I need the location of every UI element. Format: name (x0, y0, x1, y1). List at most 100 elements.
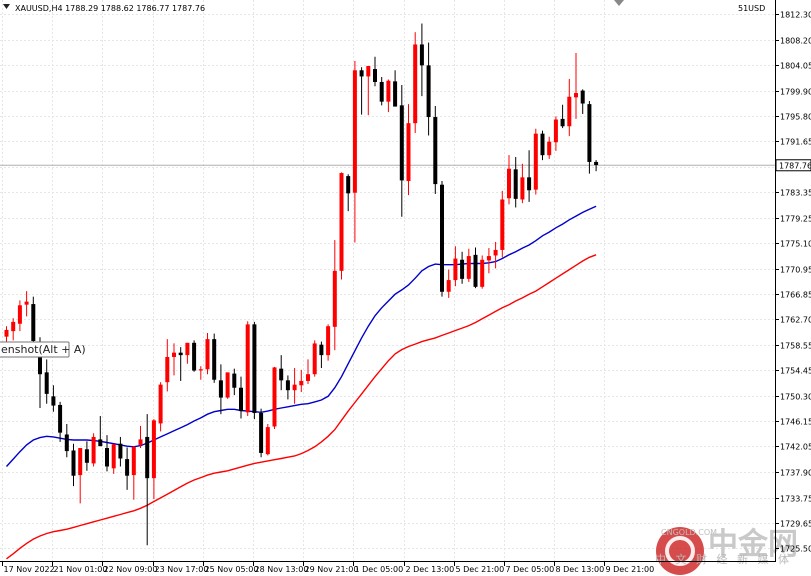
candle (399, 85, 404, 217)
candle (373, 56, 377, 87)
candle-body (71, 450, 76, 476)
candle-body (332, 270, 337, 327)
price-tick-label: 1799.90 (780, 88, 811, 97)
candle (145, 414, 150, 546)
candle-body (91, 436, 96, 464)
price-tick-label: 1779.25 (780, 215, 811, 224)
candle (105, 435, 109, 472)
ma-slow-line (6, 254, 597, 560)
candle (580, 89, 585, 114)
candle-body (145, 436, 150, 479)
candle (466, 248, 471, 282)
candle-body (306, 374, 310, 381)
candle-body (212, 339, 217, 380)
candle-body (399, 105, 404, 181)
candle-body (413, 44, 418, 124)
candle-body (386, 80, 391, 102)
candle (58, 401, 63, 442)
candle-body (520, 177, 525, 200)
candle-body (4, 329, 9, 337)
price-tick-label: 1758.55 (780, 342, 811, 351)
candle-body (111, 444, 116, 469)
candle (326, 324, 331, 361)
candle (440, 181, 444, 297)
candle-body (366, 65, 371, 77)
candle (312, 340, 317, 377)
screenshot-tooltip: enshot(Alt + A) (0, 341, 86, 358)
candle (346, 174, 351, 212)
time-tick-label: 21 Nov 01:00 (54, 565, 108, 574)
candle-body (540, 133, 545, 156)
candle (78, 448, 83, 504)
candle (252, 321, 257, 420)
candle-body (151, 420, 156, 479)
candle-body (299, 380, 304, 386)
candle-body (118, 443, 123, 459)
candle-body (131, 446, 136, 476)
price-tick-label: 1808.20 (780, 37, 811, 46)
candle-body (466, 256, 471, 279)
candle (533, 128, 538, 195)
candle-body (239, 387, 243, 412)
candle-body (513, 169, 518, 199)
time-tick-label: 1 Dec 05:00 (355, 565, 404, 574)
candle-body (433, 117, 438, 185)
candle (111, 444, 116, 474)
candle-body (373, 69, 377, 82)
price-tick-label: 1812.30 (780, 11, 811, 20)
candle (125, 447, 130, 490)
symbol-menu-triangle-icon[interactable] (3, 4, 10, 9)
candle-body (17, 305, 22, 324)
candle (453, 246, 458, 287)
candle-body (64, 434, 69, 452)
candle-body (493, 249, 498, 256)
candle (567, 78, 572, 137)
candle-body (125, 459, 130, 476)
candle-body (319, 344, 324, 356)
candle (198, 366, 203, 380)
price-tick-label: 1766.85 (780, 291, 811, 300)
candle-body (78, 448, 83, 476)
candle-body (44, 372, 49, 394)
watermark-brand: 中金网 (708, 527, 798, 562)
candle-body (567, 96, 572, 127)
candle-body (594, 161, 599, 166)
candle (31, 296, 36, 349)
candle (218, 364, 223, 415)
candle (225, 372, 230, 399)
candle (51, 385, 56, 412)
candle-body (574, 93, 578, 98)
candle-body (198, 369, 203, 371)
candle (151, 419, 156, 500)
price-tick-label: 1762.70 (780, 316, 811, 325)
candle-body (553, 119, 558, 143)
candle-body (58, 404, 63, 433)
price-tick-label: 1733.75 (780, 495, 811, 504)
candle-body (232, 373, 237, 388)
watermark-url: CNGOLD.COM (661, 528, 717, 537)
candle (212, 333, 217, 383)
candle-body (480, 259, 485, 287)
candle-body (24, 301, 29, 305)
candle-body (265, 427, 270, 455)
candle (259, 408, 264, 458)
one-click-collapse-icon[interactable] (614, 0, 624, 6)
candle-body (359, 70, 364, 77)
price-tick-label: 1775.10 (780, 240, 811, 249)
price-tick-label: 1725.50 (780, 545, 811, 554)
candle (379, 77, 384, 106)
candle-body (533, 133, 538, 190)
time-tick-label: 23 Nov 17:00 (155, 565, 209, 574)
time-tick-label: 28 Nov 13:00 (255, 565, 309, 574)
candle-body (218, 380, 223, 398)
ma-fast-line (5, 205, 597, 467)
candle (239, 376, 243, 419)
candle (118, 436, 123, 467)
candle-body (453, 258, 458, 281)
screenshot-tooltip-text: enshot(Alt + A) (1, 343, 86, 356)
time-tick-label: 5 Dec 21:00 (456, 565, 505, 574)
candle-body (346, 176, 351, 194)
candle-body (473, 254, 478, 287)
